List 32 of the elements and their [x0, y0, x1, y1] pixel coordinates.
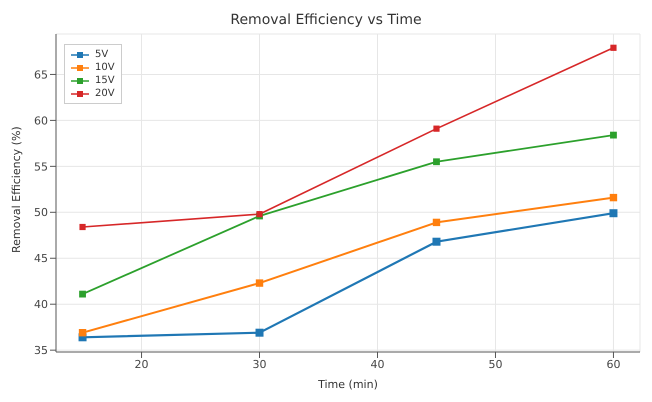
point [79, 290, 86, 298]
x-tick-label: 50 [488, 358, 502, 371]
x-tick-label: 30 [252, 358, 267, 371]
y-tick-label: 40 [34, 298, 48, 312]
x-axis-title: Time (min) [317, 378, 378, 391]
y-tick-label: 60 [34, 114, 48, 128]
x-tick-label: 20 [134, 358, 149, 371]
x-tick-label: 40 [370, 358, 384, 371]
point [432, 218, 440, 226]
legend-label: 15V [95, 74, 115, 87]
y-tick-label: 50 [34, 206, 48, 220]
legend-label: 5V [95, 48, 108, 61]
point [433, 158, 440, 166]
point [256, 328, 264, 337]
legend-label: 20V [95, 87, 115, 100]
legend-label: 10V [95, 61, 115, 74]
y-tick-label: 65 [34, 68, 48, 82]
point [79, 224, 86, 230]
point [609, 209, 618, 218]
point [610, 44, 617, 51]
y-tick-label: 55 [34, 160, 48, 174]
chart-title: Removal Efficiency vs Time [229, 12, 423, 28]
point [610, 194, 618, 202]
x-tick-label: 60 [606, 358, 620, 371]
point [78, 329, 86, 336]
point [610, 132, 617, 138]
point [432, 238, 440, 246]
point [256, 279, 264, 287]
y-tick-label: 45 [34, 252, 48, 266]
y-axis-title: Removal Efficiency (%) [10, 126, 23, 253]
point [433, 126, 440, 132]
y-tick-label: 35 [34, 344, 48, 358]
